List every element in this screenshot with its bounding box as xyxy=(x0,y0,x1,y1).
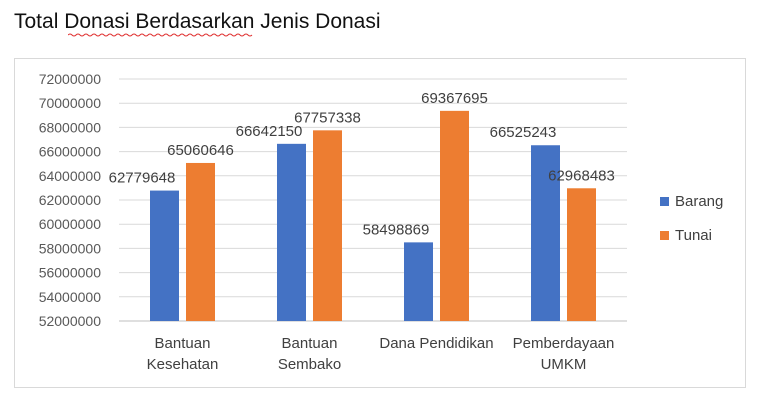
bar-barang xyxy=(150,190,179,321)
y-tick-label: 72000000 xyxy=(39,71,102,87)
bar-tunai xyxy=(186,162,215,321)
data-label: 66525243 xyxy=(490,124,557,141)
y-tick-label: 70000000 xyxy=(39,95,102,111)
y-tick-label: 62000000 xyxy=(39,192,102,208)
y-tick-label: 68000000 xyxy=(39,119,102,135)
y-tick-label: 58000000 xyxy=(39,240,102,256)
spellcheck-underline xyxy=(68,33,253,37)
data-label: 65060646 xyxy=(167,142,234,159)
x-tick-label: UMKM xyxy=(541,356,587,373)
y-axis-ticks: 52000000 54000000 56000000 58000000 60000000… xyxy=(39,71,102,329)
bar-chart: 52000000 54000000 56000000 58000000 60000000… xyxy=(39,71,724,373)
bar-barang xyxy=(531,145,560,321)
x-tick-label: Sembako xyxy=(278,356,341,373)
data-label: 62968483 xyxy=(548,167,615,184)
data-label: 62779648 xyxy=(109,170,176,187)
x-tick-label: Pemberdayaan xyxy=(513,335,615,352)
x-tick-label: Bantuan xyxy=(155,335,211,352)
x-axis-ticks: Bantuan Kesehatan Bantuan Sembako Dana Pendi… xyxy=(147,335,615,373)
bar-barang xyxy=(277,143,306,321)
legend-label: Tunai xyxy=(675,227,712,244)
y-tick-label: 64000000 xyxy=(39,168,102,184)
bars xyxy=(150,110,596,321)
y-tick-label: 52000000 xyxy=(39,313,102,329)
bar-tunai xyxy=(567,188,596,321)
data-label: 58498869 xyxy=(363,221,430,238)
bar-barang xyxy=(404,242,433,321)
data-label: 69367695 xyxy=(421,90,488,107)
data-label: 67757338 xyxy=(294,109,361,126)
legend-swatch-barang xyxy=(660,197,669,206)
x-tick-label: Dana Pendidikan xyxy=(379,335,493,352)
y-tick-label: 54000000 xyxy=(39,289,102,305)
legend-label: Barang xyxy=(675,193,723,210)
bar-tunai xyxy=(313,130,342,321)
chart-area: 52000000 54000000 56000000 58000000 60000000… xyxy=(14,58,746,388)
x-tick-label: Bantuan xyxy=(282,335,338,352)
x-tick-label: Kesehatan xyxy=(147,356,219,373)
y-tick-label: 56000000 xyxy=(39,265,102,281)
legend-swatch-tunai xyxy=(660,231,669,240)
y-tick-label: 66000000 xyxy=(39,144,102,160)
data-label: 66642150 xyxy=(236,123,303,140)
bar-tunai xyxy=(440,110,469,321)
y-tick-label: 60000000 xyxy=(39,216,102,232)
legend: Barang Tunai xyxy=(660,193,723,244)
document-title: Total Donasi Berdasarkan Jenis Donasi xyxy=(14,10,381,33)
